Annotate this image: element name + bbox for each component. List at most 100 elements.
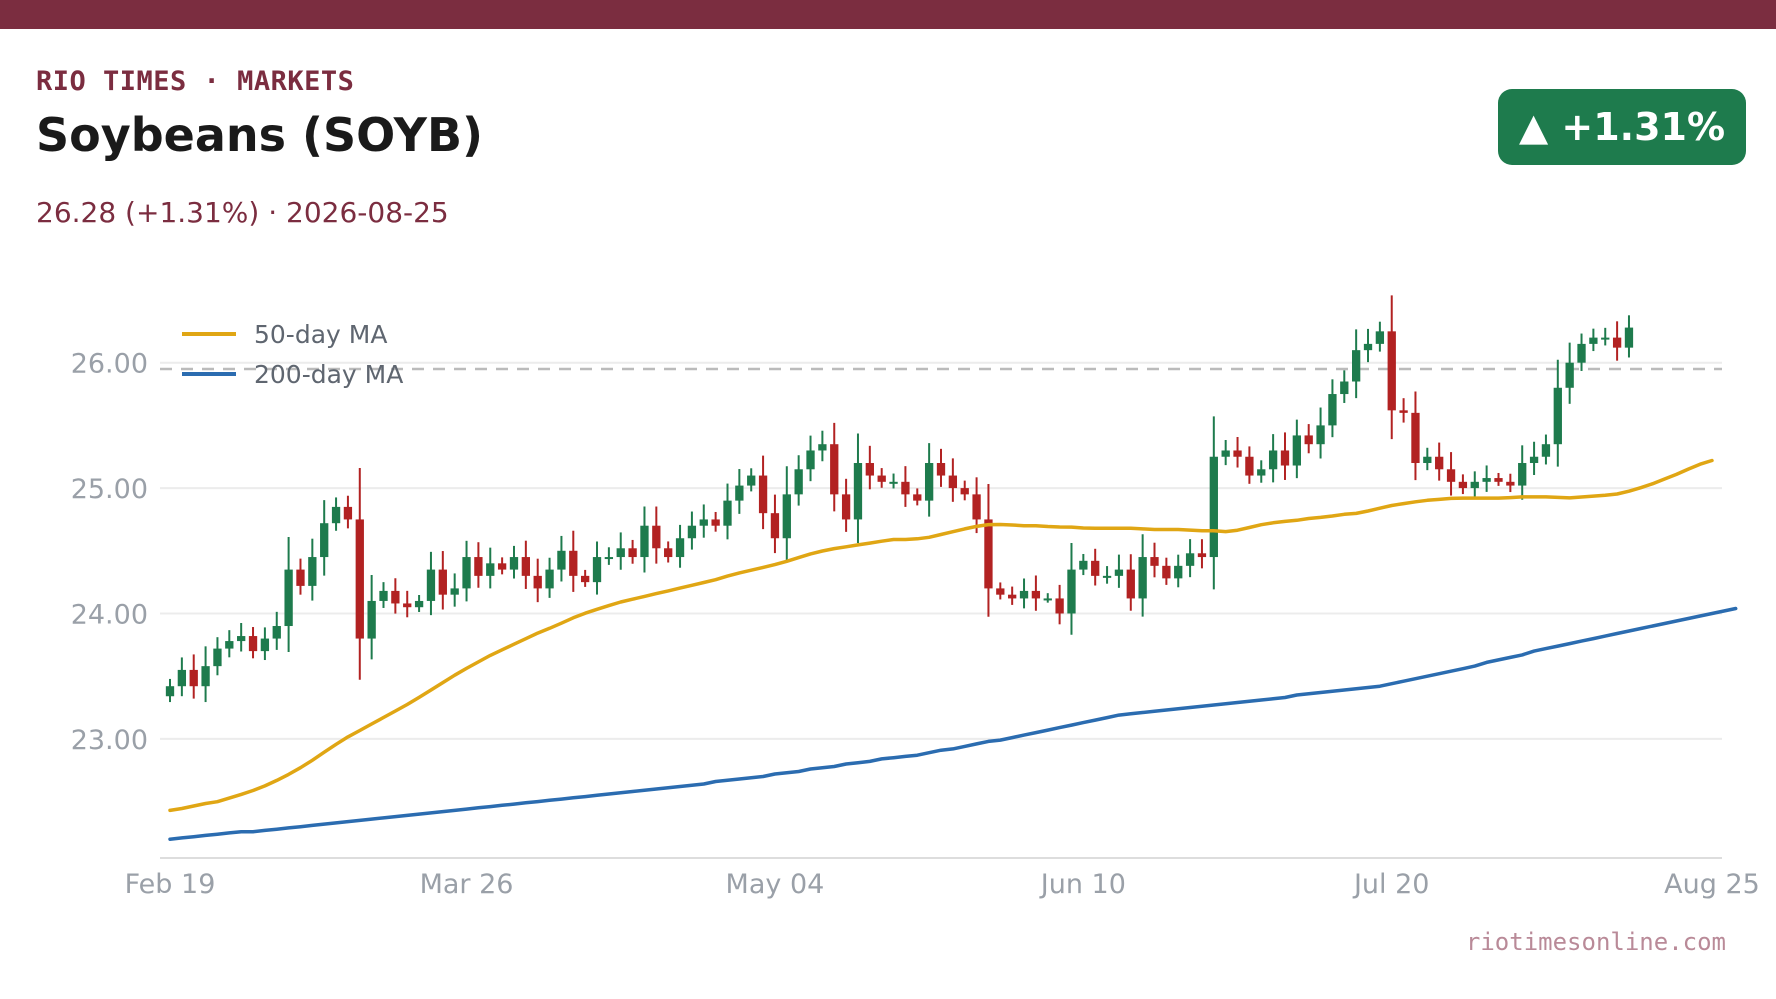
candle-up: [450, 588, 459, 595]
candle-up: [367, 600, 376, 639]
candle-up: [1268, 450, 1278, 470]
candle-up: [1565, 362, 1574, 388]
candle-down: [1458, 481, 1468, 489]
candle-up: [1292, 435, 1301, 466]
axes: 23.00 24.00 25.00 26.00 Feb 19 Mar 26 May 04 Ju…: [71, 349, 1760, 900]
candle-down: [1055, 598, 1064, 614]
candle-down: [1411, 412, 1420, 464]
candle-down: [1008, 594, 1017, 599]
candle-up: [1340, 381, 1349, 395]
candle-down: [628, 548, 637, 558]
candle-up: [1174, 565, 1183, 579]
candle-down: [521, 557, 530, 576]
candle-down: [581, 575, 590, 583]
candle-up: [924, 463, 934, 501]
candlesticks: [165, 295, 1634, 703]
candle-down: [770, 513, 780, 539]
candle-up: [1019, 590, 1029, 599]
moving-averages: [168, 458, 1738, 841]
change-badge: ▲ +1.31%: [1498, 89, 1746, 165]
candle-up: [853, 463, 863, 520]
candle-up: [1185, 553, 1195, 566]
candle-down: [569, 550, 578, 576]
source-footer: riotimesonline.com: [1465, 928, 1726, 956]
candle-down: [936, 463, 946, 476]
candle-down: [913, 494, 922, 501]
candle-down: [474, 557, 483, 576]
candle-up: [1328, 394, 1337, 426]
candle-down: [1494, 478, 1503, 482]
candle-up: [414, 600, 424, 608]
x-tick-label: Aug 25: [1664, 869, 1760, 900]
y-tick-label: 23.00: [71, 725, 148, 756]
candle-up: [1067, 569, 1076, 614]
candle-up: [201, 666, 210, 687]
candle-down: [984, 519, 993, 589]
x-tick-label: Jul 20: [1352, 869, 1430, 900]
candle-up: [818, 444, 827, 451]
candle-up: [1589, 337, 1598, 344]
candle-down: [841, 494, 851, 520]
candle-down: [1031, 590, 1041, 599]
candle-up: [747, 475, 756, 486]
candle-down: [1150, 557, 1159, 566]
candle-up: [699, 519, 708, 526]
candle-down: [877, 475, 886, 482]
candle-down: [711, 519, 720, 526]
candle-up: [320, 523, 329, 558]
candle-up: [889, 481, 898, 484]
candle-up: [1363, 343, 1373, 351]
candle-up: [1209, 456, 1218, 558]
candle-up: [426, 569, 436, 601]
candle-up: [213, 648, 222, 667]
candle-up: [1553, 387, 1562, 445]
candle-up: [723, 500, 732, 526]
candle-down: [901, 481, 910, 495]
candle-up: [225, 641, 234, 649]
candle-down: [948, 475, 958, 489]
candle-up: [177, 669, 187, 687]
candle-down: [1387, 331, 1396, 411]
candle-up: [735, 485, 744, 501]
candle-up: [165, 686, 175, 697]
candle-down: [497, 563, 507, 570]
candle-down: [248, 636, 258, 652]
candle-up: [260, 638, 270, 652]
candle-up: [1079, 560, 1088, 570]
candle-down: [296, 569, 305, 586]
candle-up: [331, 506, 341, 524]
candle-up: [1114, 569, 1124, 576]
ma200-line: [168, 606, 1738, 841]
candle-up: [687, 525, 697, 539]
candle-up: [1577, 343, 1586, 363]
publication-kicker: RIO TIMES · MARKETS: [36, 66, 355, 97]
x-tick-label: Jun 10: [1039, 869, 1126, 900]
brand-top-bar: [0, 0, 1776, 29]
y-tick-label: 25.00: [71, 474, 148, 505]
candle-up: [1352, 350, 1361, 382]
candle-up: [1316, 425, 1325, 445]
ma50-line: [168, 458, 1714, 813]
candle-up: [284, 569, 293, 627]
candle-up: [462, 557, 471, 589]
candle-down: [830, 444, 839, 495]
candle-down: [1612, 337, 1622, 348]
candle-up: [509, 557, 519, 570]
candle-down: [1091, 560, 1100, 576]
legend-label: 50-day MA: [254, 320, 387, 349]
candle-down: [758, 475, 768, 514]
candle-down: [865, 463, 874, 476]
candle-down: [355, 519, 364, 639]
candle-up: [1470, 481, 1479, 489]
candle-up: [1102, 575, 1112, 578]
gridlines: [160, 361, 1722, 740]
candle-up: [592, 557, 602, 583]
candle-up: [1043, 598, 1052, 601]
candle-up: [794, 469, 803, 495]
candle-up: [308, 557, 317, 586]
candle-up: [1375, 331, 1385, 344]
candle-down: [1399, 410, 1408, 413]
candle-down: [1280, 450, 1290, 466]
candle-down: [1162, 565, 1171, 579]
